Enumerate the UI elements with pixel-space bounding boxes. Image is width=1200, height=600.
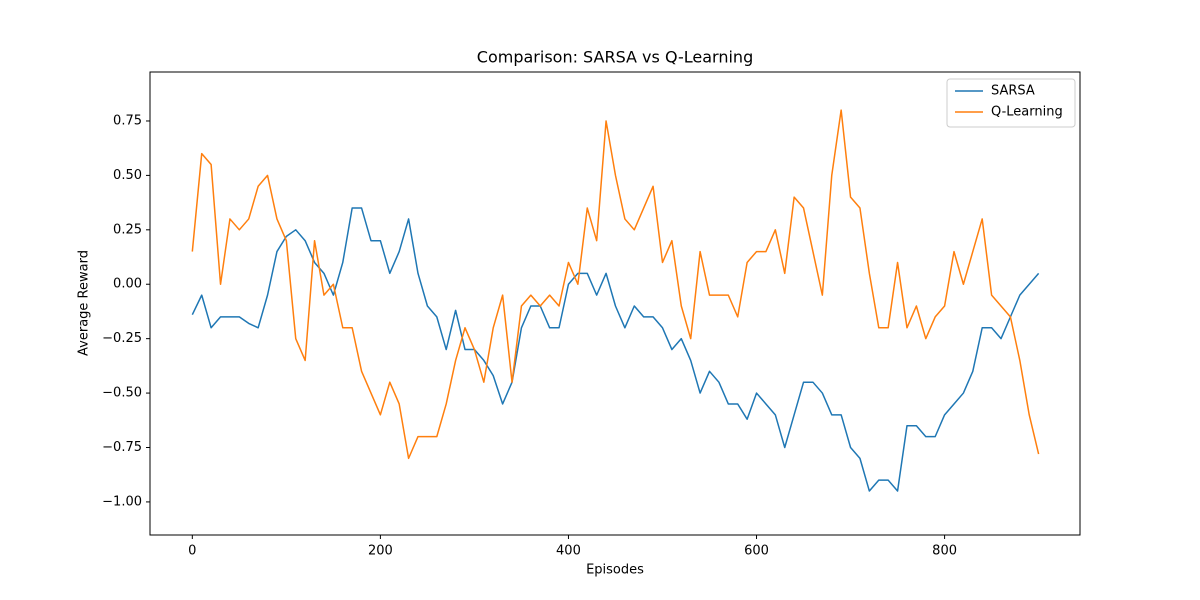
y-tick-label: −0.25 [102,331,142,346]
x-tick-label: 400 [556,544,581,559]
x-tick-label: 800 [932,544,957,559]
x-tick-label: 0 [188,544,196,559]
y-tick-label: 0.50 [113,168,142,183]
x-tick-label: 200 [368,544,393,559]
series-line [191,109,1040,460]
chart-title: Comparison: SARSA vs Q-Learning [477,48,753,67]
plot-frame [149,71,1081,536]
y-tick-label: −0.75 [102,440,142,455]
legend-label: Q-Learning [991,105,1063,120]
y-tick-label: −1.00 [102,494,142,509]
legend-label: SARSA [991,84,1035,99]
y-axis-label: Average Reward [77,250,92,356]
y-tick-label: 0.75 [113,113,142,128]
x-tick-label: 600 [744,544,769,559]
y-tick-label: −0.50 [102,386,142,401]
y-tick-label: 0.25 [113,222,142,237]
y-tick-label: 0.00 [113,277,142,292]
series-line [191,207,1040,492]
x-axis-label: Episodes [586,563,644,578]
